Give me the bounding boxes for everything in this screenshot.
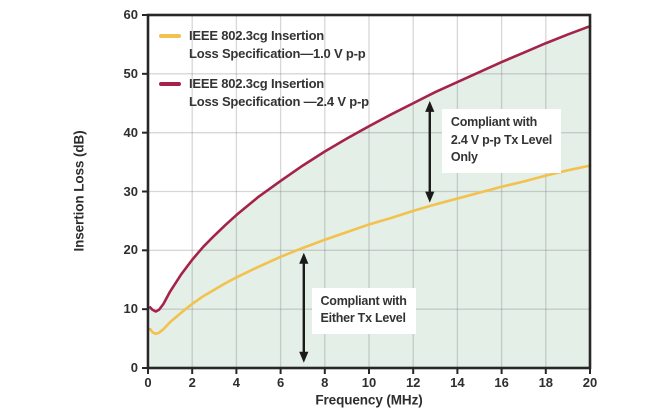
annotation-2v4-line3: Only	[450, 150, 478, 165]
annotation-either-line1: Compliant with	[320, 293, 407, 308]
double-arrow-either	[299, 252, 309, 363]
double-arrow-2v4-only	[425, 100, 435, 203]
x-axis-title: Frequency (MHz)	[315, 392, 423, 408]
legend-entry-2v4: IEEE 802.3cg Insertion Loss Specificatio…	[159, 75, 369, 110]
x-tick-label: 10	[361, 375, 377, 390]
x-tick-label: 20	[582, 375, 598, 390]
x-tick-label: 0	[144, 375, 152, 390]
y-tick-label: 20	[123, 242, 138, 258]
annotation-2v4-line2: 2.4 V p-p Tx Level	[450, 132, 553, 147]
x-tick-label: 18	[538, 375, 554, 390]
annotation-either-line2: Either Tx Level	[320, 311, 406, 326]
y-tick-label: 10	[123, 301, 138, 317]
legend: IEEE 802.3cg Insertion Loss Specificatio…	[159, 27, 369, 123]
legend-label-2v4: IEEE 802.3cg Insertion Loss Specificatio…	[189, 75, 369, 110]
x-tick-label: 2	[188, 375, 196, 390]
legend-label-1v0-line1: IEEE 802.3cg Insertion	[189, 28, 325, 43]
x-tick-label: 16	[494, 375, 509, 390]
annotation-compliant-2v4-only: Compliant with 2.4 V p-p Tx Level Only	[441, 109, 562, 173]
x-tick-label: 6	[276, 375, 285, 390]
legend-label-1v0-line2: Loss Specification—1.0 V p-p	[189, 45, 366, 61]
series-line-1v0	[148, 164, 592, 336]
x-tick-label: 14	[450, 375, 465, 390]
x-tick-label: 8	[321, 375, 329, 390]
y-tick-label: 0	[130, 360, 138, 375]
x-tick-label: 4	[232, 375, 240, 390]
legend-label-2v4-line1: IEEE 802.3cg Insertion	[189, 76, 325, 91]
x-tick-label: 12	[405, 375, 421, 390]
plot-frame	[146, 13, 592, 370]
legend-line-swatch-1v0	[159, 34, 181, 38]
y-tick-label: 30	[123, 183, 138, 199]
legend-entry-1v0: IEEE 802.3cg Insertion Loss Specificatio…	[159, 27, 369, 62]
legend-label-2v4-line2: Loss Specification —2.4 V p-p	[189, 93, 369, 109]
legend-label-1v0: IEEE 802.3cg Insertion Loss Specificatio…	[189, 27, 366, 62]
y-tick-label: 60	[123, 7, 138, 22]
annotation-compliant-either: Compliant with Either Tx Level	[311, 287, 416, 334]
y-tick-label: 50	[123, 65, 138, 81]
y-axis-title: Insertion Loss (dB)	[71, 130, 87, 252]
annotation-2v4-line1: Compliant with	[450, 115, 537, 130]
y-tick-label: 40	[123, 124, 138, 140]
series-line-2v4	[148, 24, 592, 313]
legend-line-swatch-2v4	[159, 82, 181, 86]
